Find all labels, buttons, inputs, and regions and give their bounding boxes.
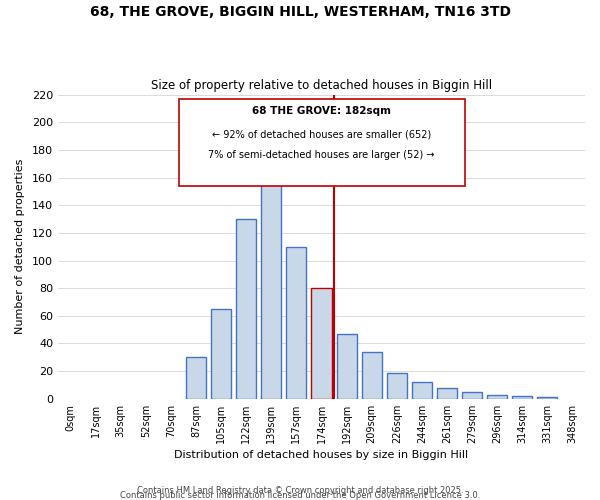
Text: 68 THE GROVE: 182sqm: 68 THE GROVE: 182sqm (252, 106, 391, 116)
FancyBboxPatch shape (179, 98, 464, 186)
Bar (462, 392, 482, 399)
X-axis label: Distribution of detached houses by size in Biggin Hill: Distribution of detached houses by size … (175, 450, 469, 460)
Text: Contains public sector information licensed under the Open Government Licence 3.: Contains public sector information licen… (120, 491, 480, 500)
Bar (412, 382, 432, 399)
Bar (362, 352, 382, 399)
Bar (487, 394, 507, 399)
Bar (337, 334, 356, 399)
Text: 68, THE GROVE, BIGGIN HILL, WESTERHAM, TN16 3TD: 68, THE GROVE, BIGGIN HILL, WESTERHAM, T… (89, 5, 511, 19)
Bar (262, 164, 281, 399)
Bar (387, 372, 407, 399)
Text: ← 92% of detached houses are smaller (652): ← 92% of detached houses are smaller (65… (212, 129, 431, 139)
Bar (286, 246, 307, 399)
Bar (512, 396, 532, 399)
Bar (311, 288, 332, 399)
Title: Size of property relative to detached houses in Biggin Hill: Size of property relative to detached ho… (151, 79, 492, 92)
Bar (236, 219, 256, 399)
Bar (186, 358, 206, 399)
Text: 7% of semi-detached houses are larger (52) →: 7% of semi-detached houses are larger (5… (208, 150, 435, 160)
Bar (538, 398, 557, 399)
Bar (211, 309, 231, 399)
Text: Contains HM Land Registry data © Crown copyright and database right 2025.: Contains HM Land Registry data © Crown c… (137, 486, 463, 495)
Y-axis label: Number of detached properties: Number of detached properties (15, 159, 25, 334)
Bar (437, 388, 457, 399)
